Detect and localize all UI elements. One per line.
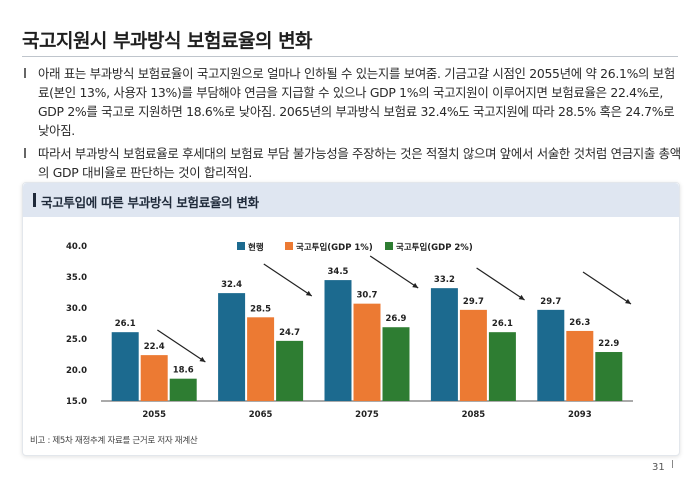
x-tick-label: 2065 [249, 410, 273, 420]
y-tick-label: 30.0 [66, 304, 87, 314]
trend-arrow-line [263, 263, 313, 297]
trend-arrow-head [199, 356, 206, 362]
bar-value-label: 26.1 [492, 319, 513, 329]
bar-value-label: 26.1 [115, 319, 136, 329]
bar-value-label: 18.6 [173, 366, 194, 376]
bar [430, 288, 458, 401]
bar-value-label: 26.3 [569, 318, 590, 328]
title-divider [22, 56, 678, 57]
bar [537, 309, 565, 401]
bar-value-label: 22.4 [144, 342, 165, 352]
trend-arrow-line [157, 329, 206, 363]
bar [247, 317, 275, 401]
chart-header-title: 국고투입에 따른 부과방식 보험료율의 변화 [41, 195, 259, 210]
trend-arrow-line [369, 255, 419, 289]
trend-arrow-line [476, 267, 525, 301]
bar-value-label: 33.2 [434, 275, 455, 285]
y-tick-label: 35.0 [66, 273, 87, 283]
bar-value-label: 32.4 [221, 280, 242, 290]
bar [595, 352, 623, 401]
bar [218, 293, 246, 401]
bar-value-label: 24.7 [279, 328, 300, 338]
trend-arrow-line [582, 271, 632, 305]
y-tick-label: 20.0 [66, 366, 87, 376]
page-number: 31 [652, 462, 665, 473]
chart-panel: 국고투입에 따른 부과방식 보험료율의 변화 40.0 35.0 30.0 25.0 2… [22, 182, 680, 456]
trend-arrow-head [412, 282, 419, 288]
y-tick-label: 25.0 [66, 335, 87, 345]
trend-arrow-head [625, 298, 631, 304]
bar [140, 355, 168, 401]
trend-arrow-head [305, 290, 312, 296]
bullet-text-2: 따라서 부과방식 보험료율로 후세대의 보험료 부담 불가능성을 주장하는 것은… [38, 146, 681, 180]
bar [459, 309, 487, 401]
x-tick-label: 2093 [568, 410, 592, 420]
x-tick-label: 2085 [462, 410, 486, 420]
bar-value-label: 26.9 [386, 314, 407, 324]
legend-label: 국고투입(GDP 1%) [296, 242, 373, 253]
trend-arrow-head [518, 294, 525, 300]
bar [382, 327, 410, 401]
x-tick-label: 2075 [355, 410, 379, 420]
bar [566, 330, 594, 401]
bar-value-label: 22.9 [598, 339, 619, 349]
bar-chart: 40.0 35.0 30.0 25.0 20.0 15.0 26.1 22.4 18.6 2055… [66, 242, 633, 420]
legend-swatch [237, 242, 245, 250]
bar [111, 332, 139, 401]
y-tick-label: 15.0 [66, 397, 87, 407]
bar-value-label: 28.5 [250, 304, 271, 314]
page-number-tick [672, 460, 673, 468]
legend-swatch [285, 242, 293, 250]
bullet-mark [24, 148, 26, 158]
bullet-item-2: 따라서 부과방식 보험료율로 후세대의 보험료 부담 불가능성을 주장하는 것은… [22, 144, 682, 182]
bullet-text-1: 아래 표는 부과방식 보험료율이 국고지원으로 얼마나 인하될 수 있는지를 보… [38, 66, 675, 138]
bar [488, 332, 516, 401]
bar [324, 280, 352, 401]
chart-header-accent [33, 193, 36, 207]
source-note: 비고 : 제5차 재정추계 자료를 근거로 저자 재계산 [30, 436, 198, 446]
bullet-mark [24, 68, 26, 78]
bar-value-label: 29.7 [463, 297, 484, 307]
y-tick-label: 40.0 [66, 242, 87, 252]
bar-value-label: 29.7 [540, 297, 561, 307]
bar [276, 340, 304, 401]
bar [353, 303, 381, 401]
bullet-list: 아래 표는 부과방식 보험료율이 국고지원으로 얼마나 인하될 수 있는지를 보… [22, 64, 682, 186]
chart-header: 국고투입에 따른 부과방식 보험료율의 변화 [23, 183, 679, 217]
bar-value-label: 30.7 [357, 291, 378, 301]
bar [169, 378, 197, 401]
bullet-item-1: 아래 표는 부과방식 보험료율이 국고지원으로 얼마나 인하될 수 있는지를 보… [22, 64, 682, 140]
legend-label: 국고투입(GDP 2%) [396, 242, 473, 253]
bar-value-label: 34.5 [328, 267, 349, 277]
x-tick-label: 2055 [142, 410, 166, 420]
legend-swatch [385, 242, 393, 250]
page-title: 국고지원시 부과방식 보험료율의 변화 [22, 30, 313, 52]
legend-label: 현행 [248, 242, 264, 253]
